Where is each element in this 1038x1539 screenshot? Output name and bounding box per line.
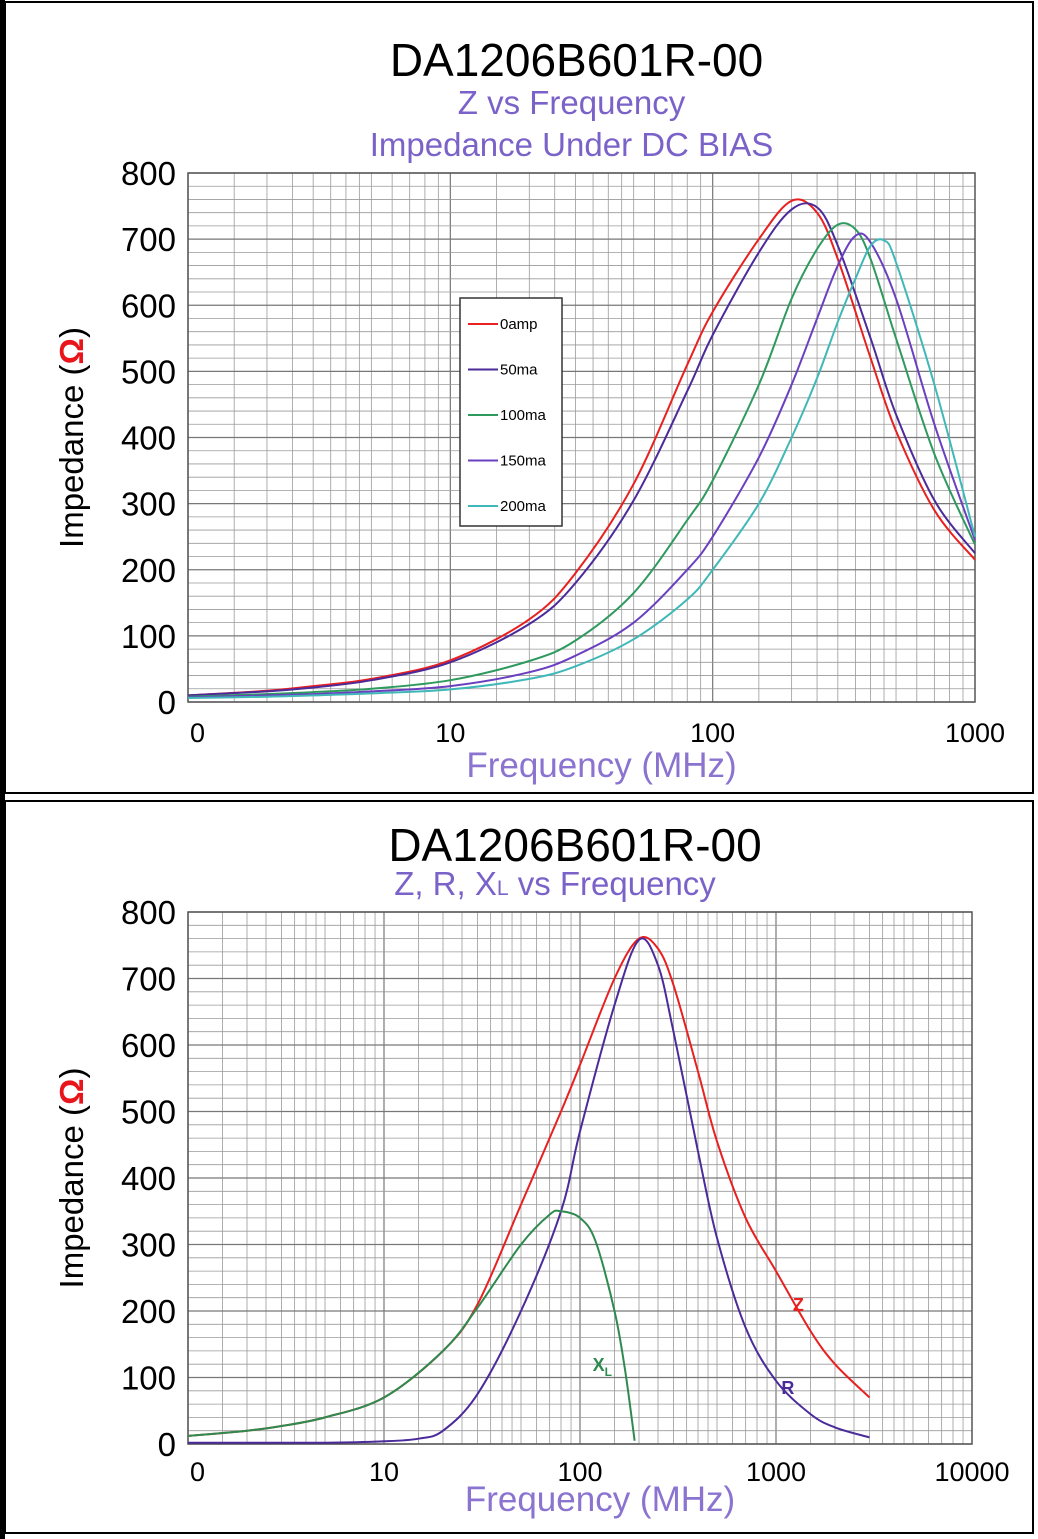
y-axis-label: Impedance (Ω)	[53, 1068, 90, 1289]
curve-label-xl: XL	[593, 1355, 612, 1379]
series-line-0amp	[187, 198, 976, 697]
chart-bias-svg: DA1206B601R-00Z vs Frequency Impedance Un…	[0, 0, 1034, 797]
x-tick-label: 1000	[746, 1457, 806, 1487]
series-line-100ma	[187, 222, 976, 698]
y-tick-label: 700	[121, 961, 176, 998]
chart-subtitle: Impedance Under DC BIAS	[370, 126, 774, 163]
curve-label-r: R	[781, 1378, 794, 1398]
y-tick-label: 600	[121, 1027, 176, 1064]
legend-label-150ma: 150ma	[500, 453, 547, 470]
x-tick-label: 10	[435, 718, 465, 748]
series-line-200ma	[187, 238, 976, 699]
legend-box	[459, 297, 563, 527]
x-tick-label: 10	[369, 1457, 399, 1487]
chart-subtitle-subscript: L	[497, 877, 509, 900]
chart-title: DA1206B601R-00	[388, 819, 761, 871]
x-tick-label: 10000	[934, 1457, 1009, 1487]
panel-left-bar	[0, 0, 5, 797]
y-tick-label: 0	[158, 684, 176, 721]
y-tick-label: 200	[121, 1293, 176, 1330]
x-tick-label: 100	[557, 1457, 602, 1487]
curve-label-subscript: L	[605, 1365, 612, 1379]
y-axis-label-part: )	[53, 327, 90, 338]
y-axis-label-part: Impedance (	[53, 365, 90, 548]
y-tick-label: 500	[121, 353, 176, 390]
y-tick-label: 300	[121, 486, 176, 523]
series-line-xl	[187, 1209, 636, 1441]
x-tick-label: 1000	[945, 718, 1005, 748]
chart-subtitle-part: Z, R, X	[394, 865, 497, 902]
legend-label-0amp: 0amp	[500, 316, 538, 333]
y-tick-label: 800	[121, 894, 176, 931]
y-tick-label: 100	[121, 1360, 176, 1397]
chart-subtitle: Z vs Frequency	[458, 84, 686, 121]
grid	[187, 911, 972, 1445]
y-tick-label: 700	[121, 221, 176, 258]
series-group	[187, 198, 976, 699]
y-tick-label: 800	[121, 155, 176, 192]
y-tick-label: 400	[121, 1160, 176, 1197]
legend-label-50ma: 50ma	[500, 362, 538, 379]
chart-zrxl-svg: DA1206B601R-00Z, R, XL vs Frequency01002…	[0, 797, 1034, 1539]
y-tick-label: 400	[121, 420, 176, 457]
omega-symbol: Ω	[53, 338, 90, 364]
y-tick-label: 600	[121, 287, 176, 324]
y-axis-label: Impedance (Ω)	[53, 327, 90, 548]
x-tick-label: 0	[190, 1457, 205, 1487]
y-axis-label-part: Impedance (	[53, 1105, 90, 1288]
legend: 0amp 50ma 100ma 150ma 200ma	[459, 297, 563, 527]
grid	[187, 172, 975, 703]
curve-label-z: Z	[793, 1295, 804, 1315]
legend-label-200ma: 200ma	[500, 498, 547, 515]
panel-left-bar	[0, 797, 5, 1539]
plot-area	[187, 911, 973, 1445]
x-tick-label: 100	[690, 718, 735, 748]
x-axis-label: Frequency (MHz)	[466, 746, 736, 785]
chart-title: DA1206B601R-00	[390, 34, 763, 86]
y-tick-label: 300	[121, 1227, 176, 1264]
series-line-50ma	[187, 202, 976, 697]
series-group	[187, 935, 871, 1444]
y-tick-label: 0	[158, 1426, 176, 1463]
series-line-r	[187, 937, 870, 1444]
y-tick-label: 500	[121, 1094, 176, 1131]
chart-panel-zrxl: DA1206B601R-00 Z, R, XL vs Frequency 0 100 2…	[0, 797, 1038, 1539]
chart-subtitle-part: vs Frequency	[509, 865, 717, 902]
series-line-150ma	[187, 232, 976, 699]
y-tick-label: 100	[121, 618, 176, 655]
omega-symbol: Ω	[53, 1079, 90, 1105]
y-tick-label: 200	[121, 552, 176, 589]
legend-label-100ma: 100ma	[500, 407, 547, 424]
chart-subtitle: Z, R, XL vs Frequency	[394, 865, 716, 902]
curve-label-main: X	[593, 1355, 605, 1375]
x-axis-label: Frequency (MHz)	[465, 1480, 735, 1519]
y-axis-label-part: )	[53, 1068, 90, 1079]
x-tick-label: 0	[190, 718, 205, 748]
plot-area	[187, 172, 976, 703]
chart-panel-bias: DA1206B601R-00 Z vs Frequency Impedance Un…	[0, 0, 1034, 797]
